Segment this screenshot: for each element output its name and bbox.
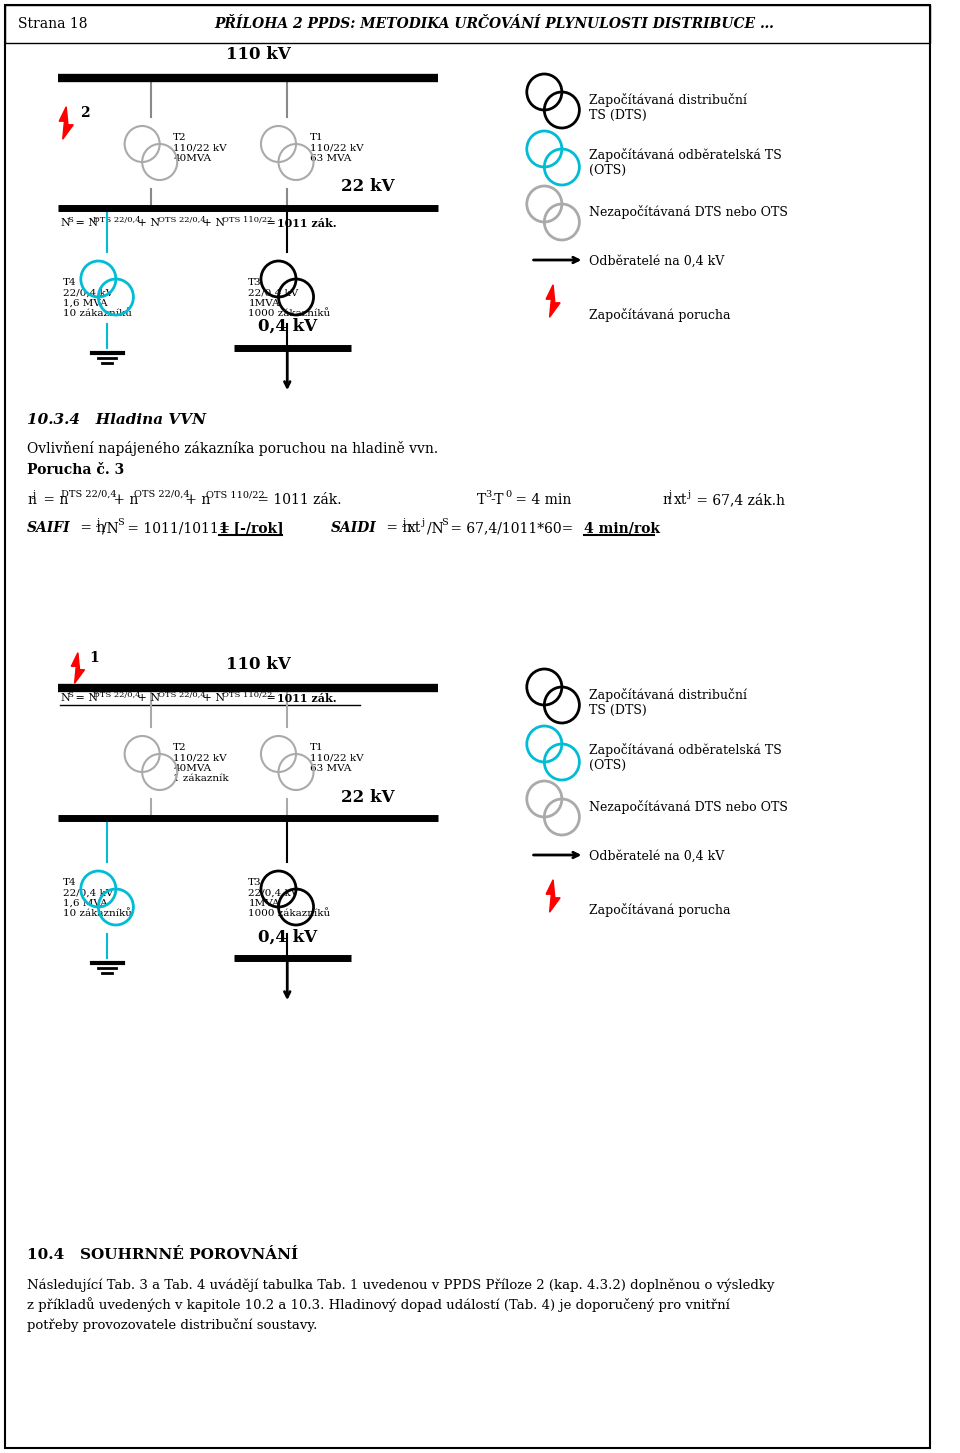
Text: Porucha č. 3: Porucha č. 3 (27, 464, 125, 477)
Text: =: = (263, 693, 279, 703)
Text: -T: -T (491, 493, 504, 507)
Text: N: N (60, 693, 70, 703)
Text: + N: + N (134, 693, 160, 703)
Text: j: j (33, 490, 36, 498)
Text: 10.4   SOUHRNNÉ POROVNÁNÍ: 10.4 SOUHRNNÉ POROVNÁNÍ (27, 1248, 299, 1263)
Text: =: = (263, 218, 279, 228)
Text: Započítávaná distribuční
TS (DTS): Započítávaná distribuční TS (DTS) (589, 93, 747, 122)
Text: S: S (67, 216, 73, 224)
Polygon shape (546, 285, 560, 317)
Text: DTS 22/0,4: DTS 22/0,4 (93, 216, 141, 224)
Text: T3
22/0,4 kV
1MVA
1000 zákazníků: T3 22/0,4 kV 1MVA 1000 zákazníků (249, 878, 330, 918)
Text: SAIDI: SAIDI (331, 522, 377, 535)
Text: OTS 110/22: OTS 110/22 (222, 216, 273, 224)
Text: + N: + N (199, 693, 225, 703)
Text: 1 [-/rok]: 1 [-/rok] (219, 522, 284, 535)
Text: S: S (117, 519, 124, 527)
Text: n: n (662, 493, 671, 507)
Text: 3: 3 (485, 490, 492, 498)
Text: DTS 22/0,4: DTS 22/0,4 (61, 490, 117, 498)
Text: Odběratelé na 0,4 kV: Odběratelé na 0,4 kV (589, 254, 725, 267)
Text: + n: + n (109, 493, 138, 507)
Text: T3
22/0,4 kV
1MVA
1000 zákazníků: T3 22/0,4 kV 1MVA 1000 zákazníků (249, 278, 330, 318)
Text: T1
110/22 kV
63 MVA: T1 110/22 kV 63 MVA (310, 742, 363, 773)
Text: Následující Tab. 3 a Tab. 4 uvádějí tabulka Tab. 1 uvedenou v PPDS Příloze 2 (ka: Následující Tab. 3 a Tab. 4 uvádějí tabu… (27, 1279, 775, 1332)
Text: N: N (60, 218, 70, 228)
Text: 110 kV: 110 kV (226, 655, 291, 673)
Text: S: S (441, 519, 448, 527)
Text: = n: = n (39, 493, 68, 507)
Text: Ovlivňení napájeného zákazníka poruchou na hladině vvn.: Ovlivňení napájeného zákazníka poruchou … (27, 442, 439, 456)
Text: 1: 1 (89, 651, 99, 665)
Text: OTS 110/22: OTS 110/22 (206, 490, 265, 498)
Text: Započítávaná porucha: Započítávaná porucha (589, 308, 731, 323)
Text: = 1011 zák.: = 1011 zák. (253, 493, 342, 507)
Text: T: T (477, 493, 487, 507)
FancyBboxPatch shape (5, 4, 930, 44)
Polygon shape (71, 652, 84, 683)
Text: OTS 22/0,4: OTS 22/0,4 (157, 216, 205, 224)
Text: SAIFI: SAIFI (27, 522, 71, 535)
Text: j: j (421, 519, 424, 527)
Text: Nezapočítávaná DTS nebo OTS: Nezapočítávaná DTS nebo OTS (589, 205, 788, 219)
Text: = N: = N (72, 218, 98, 228)
Text: Strana 18: Strana 18 (17, 17, 87, 31)
Text: OTS 22/0,4: OTS 22/0,4 (157, 692, 205, 699)
Text: Nezapočítávaná DTS nebo OTS: Nezapočítávaná DTS nebo OTS (589, 801, 788, 814)
Text: T2
110/22 kV
40MVA: T2 110/22 kV 40MVA (174, 134, 227, 163)
Text: 2: 2 (80, 106, 89, 121)
Text: 0,4 kV: 0,4 kV (257, 928, 317, 946)
Text: = n: = n (76, 522, 106, 535)
Text: xt: xt (674, 493, 687, 507)
Text: + N: + N (134, 218, 160, 228)
Text: n: n (27, 493, 36, 507)
Text: 22 kV: 22 kV (342, 179, 395, 195)
Text: 0: 0 (505, 490, 512, 498)
Text: j: j (403, 519, 406, 527)
Text: T1
110/22 kV
63 MVA: T1 110/22 kV 63 MVA (310, 134, 363, 163)
Text: /N: /N (426, 522, 444, 535)
Text: Odběratelé na 0,4 kV: Odběratelé na 0,4 kV (589, 850, 725, 863)
Text: = 1011/1011=: = 1011/1011= (123, 522, 230, 535)
Text: 22 kV: 22 kV (342, 789, 395, 806)
Text: S: S (67, 692, 73, 699)
Text: /N: /N (103, 522, 119, 535)
Text: T2
110/22 kV
40MVA
1 zákazník: T2 110/22 kV 40MVA 1 zákazník (174, 742, 228, 783)
Text: Započítávaná odběratelská TS
(OTS): Započítávaná odběratelská TS (OTS) (589, 742, 781, 772)
Text: T4
22/0,4 kV
1,6 MVA
10 zákazníků: T4 22/0,4 kV 1,6 MVA 10 zákazníků (63, 278, 132, 318)
Text: Započítávaná odběratelská TS
(OTS): Započítávaná odběratelská TS (OTS) (589, 148, 781, 177)
Text: PŘÍLOHA 2 PPDS: METODIKA URČOVÁNÍ PLYNULOSTI DISTRIBUCE …: PŘÍLOHA 2 PPDS: METODIKA URČOVÁNÍ PLYNUL… (214, 17, 774, 31)
Text: + n: + n (181, 493, 210, 507)
Text: j: j (687, 490, 690, 498)
Text: Započítávaná porucha: Započítávaná porucha (589, 902, 731, 917)
Text: = 67,4 zák.h: = 67,4 zák.h (692, 493, 785, 507)
Polygon shape (546, 881, 560, 912)
Text: j: j (97, 519, 101, 527)
Text: 1011 zák.: 1011 zák. (276, 693, 336, 705)
Text: 4 min/rok: 4 min/rok (585, 522, 660, 535)
Text: + N: + N (199, 218, 225, 228)
Text: 1011 zák.: 1011 zák. (276, 218, 336, 230)
Text: 0,4 kV: 0,4 kV (257, 318, 317, 336)
Text: 10.3.4   Hladina VVN: 10.3.4 Hladina VVN (27, 413, 206, 427)
Polygon shape (60, 108, 73, 139)
Text: Započítávaná distribuční
TS (DTS): Započítávaná distribuční TS (DTS) (589, 689, 747, 716)
Text: 110 kV: 110 kV (226, 46, 291, 62)
Text: OTS 22/0,4: OTS 22/0,4 (134, 490, 190, 498)
Text: = N: = N (72, 693, 98, 703)
Text: = 4 min: = 4 min (512, 493, 571, 507)
Text: j: j (669, 490, 672, 498)
Text: OTS 110/22: OTS 110/22 (222, 692, 273, 699)
Text: = n: = n (382, 522, 411, 535)
Text: DTS 22/0,4: DTS 22/0,4 (93, 692, 141, 699)
Text: = 67,4/1011*60=: = 67,4/1011*60= (446, 522, 573, 535)
Text: xt: xt (408, 522, 421, 535)
Text: T4
22/0,4 kV
1,6 MVA
10 zákazníků: T4 22/0,4 kV 1,6 MVA 10 zákazníků (63, 878, 132, 918)
